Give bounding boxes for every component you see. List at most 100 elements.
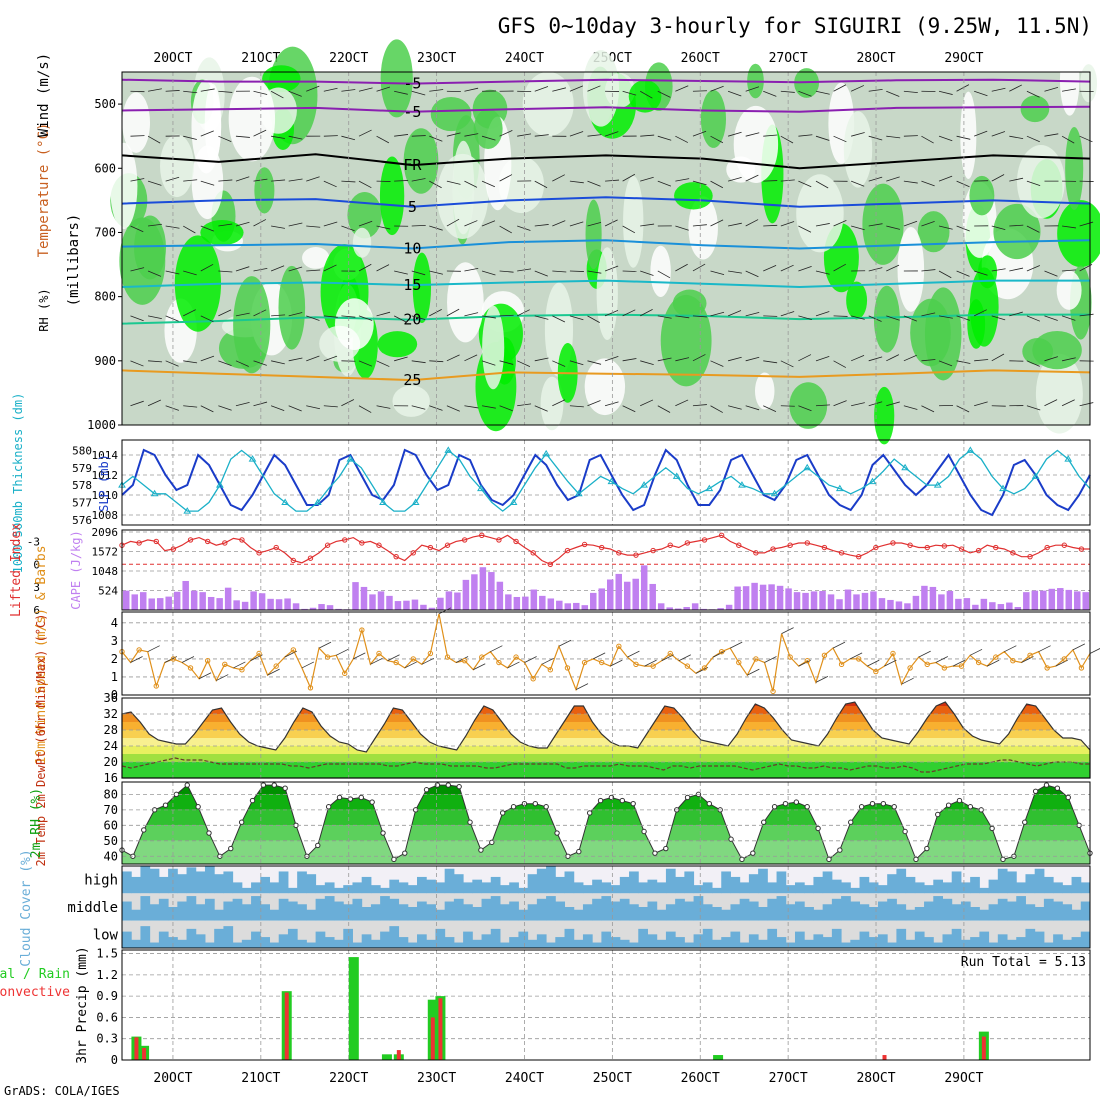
wind-barb <box>130 178 145 182</box>
ylabel-precip: 3hr Precip (mm) <box>75 946 90 1063</box>
cloud-cover-bar <box>536 898 547 921</box>
wind-barb <box>376 405 391 409</box>
panel-frame <box>121 71 1091 426</box>
wind-barb <box>604 401 619 407</box>
cloud-cover-bar <box>933 896 943 921</box>
cloud-cover-bar <box>352 898 363 921</box>
lifted-marker <box>701 537 708 543</box>
wind-barb-10m <box>216 674 229 681</box>
ylabel-wind: Wind (m/s) <box>36 53 52 137</box>
rh-tick: 50 <box>104 834 118 848</box>
wind-barb <box>903 180 918 184</box>
cape-bar <box>989 602 996 610</box>
wind-barb <box>692 263 706 272</box>
wind-barb <box>341 225 355 232</box>
cape-bar <box>963 598 971 610</box>
lifted-marker <box>821 544 828 551</box>
cloud-cover-bar <box>251 931 261 948</box>
cape-bar <box>640 565 648 610</box>
cloud-cover-bar <box>499 885 510 894</box>
wind-barb-10m <box>935 656 948 663</box>
wind-barb <box>991 315 1006 321</box>
cloud-cover-bar <box>564 871 575 894</box>
wind-barb <box>499 130 513 137</box>
rh-region <box>917 211 950 253</box>
ylabel-cloud: Cloud Cover (%) <box>19 849 34 966</box>
cloud-cover-bar <box>186 867 197 894</box>
wind-barb <box>147 399 162 407</box>
wind-barb <box>868 356 883 362</box>
cloud-cover-bar <box>721 937 731 948</box>
cloud-cover-bar <box>1025 928 1036 948</box>
lifted-marker <box>684 540 691 546</box>
cape-bar <box>139 592 147 610</box>
wind-barb <box>464 87 479 92</box>
cloud-cover-bar <box>887 874 897 894</box>
wind-barb <box>235 221 250 227</box>
cloud-cover-bar <box>490 876 501 894</box>
wind-barb <box>253 267 268 272</box>
wind-barb <box>763 90 777 97</box>
wind-barb <box>411 135 426 137</box>
wind-barb <box>200 355 215 362</box>
wind-barb <box>938 360 953 367</box>
date-tick-top: 24OCT <box>505 51 544 66</box>
wind-barb <box>851 225 865 231</box>
wind-barb <box>235 401 250 407</box>
isotherm-line <box>121 78 1091 85</box>
wind-barb <box>903 315 918 322</box>
cloud-cover-bar <box>905 909 916 921</box>
wind-barb <box>675 85 689 92</box>
wind-marker <box>239 667 245 673</box>
wind-speed-line <box>121 613 1091 692</box>
lifted-marker <box>856 553 862 560</box>
cloud-cover-bar <box>592 942 602 948</box>
cape-bar <box>607 579 614 610</box>
ylabel-total-rain: Total / Rain <box>0 967 70 982</box>
wind-barb <box>183 225 196 234</box>
wind-barb-10m <box>387 654 400 662</box>
cape-bar <box>428 607 436 610</box>
rh-marker <box>434 782 441 788</box>
cape-bar <box>1031 590 1039 610</box>
pressure-tick: 600 <box>94 161 116 175</box>
lifted-marker <box>581 541 588 548</box>
cloud-cover-bar <box>767 928 778 948</box>
rh-region <box>254 167 275 214</box>
precip-convective-bar <box>430 1017 435 1060</box>
cloud-cover-bar <box>758 939 768 948</box>
wind-barb <box>1026 315 1041 322</box>
wind-marker <box>958 663 965 669</box>
lifted-marker <box>187 537 194 543</box>
wind-marker <box>650 663 656 669</box>
cloud-cover-bar <box>804 885 814 894</box>
wind-barb <box>640 270 654 276</box>
cloud-cover-bar <box>997 934 1008 948</box>
wind-marker <box>684 663 691 669</box>
cloud-cover-bar <box>794 931 805 948</box>
cloud-cover-bar <box>1025 904 1036 921</box>
wind-marker <box>324 654 331 660</box>
cloud-cover-bar <box>444 901 455 921</box>
wind-barb-10m <box>1004 645 1017 653</box>
rh-region <box>1059 44 1080 116</box>
cloud-cover-bar <box>195 871 206 894</box>
cape-bar <box>224 587 232 610</box>
cloud-cover-bar <box>841 882 851 894</box>
cloud-cover-bar <box>186 896 197 921</box>
cloud-cover-bar <box>315 931 326 948</box>
cloud-cover-bar <box>831 898 842 921</box>
wind-barb <box>446 132 461 137</box>
wind-barb <box>886 176 900 182</box>
cape-bar <box>496 581 504 610</box>
wind-barb <box>640 90 653 99</box>
cloud-cover-bar <box>260 904 271 921</box>
isotherm-label: -5 <box>403 75 421 93</box>
wind-barb <box>569 221 584 227</box>
cloud-cover-bar <box>1080 901 1091 921</box>
wind-marker <box>273 663 279 669</box>
wind-barb <box>833 84 847 92</box>
rh-region <box>1020 95 1050 123</box>
cloud-cover-bar <box>877 885 888 894</box>
wind-barb <box>1061 357 1076 362</box>
